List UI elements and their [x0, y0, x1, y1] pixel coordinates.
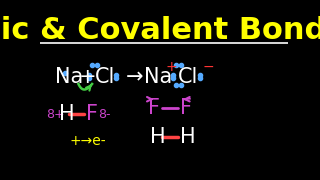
Text: 8+: 8+: [46, 108, 65, 121]
Text: Na: Na: [55, 67, 83, 87]
Text: Ionic & Covalent Bonding: Ionic & Covalent Bonding: [0, 16, 320, 45]
Text: F: F: [148, 98, 160, 118]
Text: Cl: Cl: [178, 67, 198, 87]
Text: Na: Na: [144, 67, 172, 87]
Text: +: +: [78, 67, 96, 87]
Text: +: +: [165, 60, 177, 74]
Text: −: −: [203, 60, 214, 74]
Text: H: H: [180, 127, 196, 147]
Text: 8-: 8-: [98, 108, 111, 121]
Text: →: →: [125, 67, 143, 87]
Text: Cl: Cl: [95, 67, 115, 87]
Text: H: H: [59, 104, 74, 124]
Text: +→e-: +→e-: [70, 134, 106, 148]
Text: F: F: [86, 104, 98, 124]
Text: F: F: [180, 98, 192, 118]
Text: H: H: [150, 127, 166, 147]
